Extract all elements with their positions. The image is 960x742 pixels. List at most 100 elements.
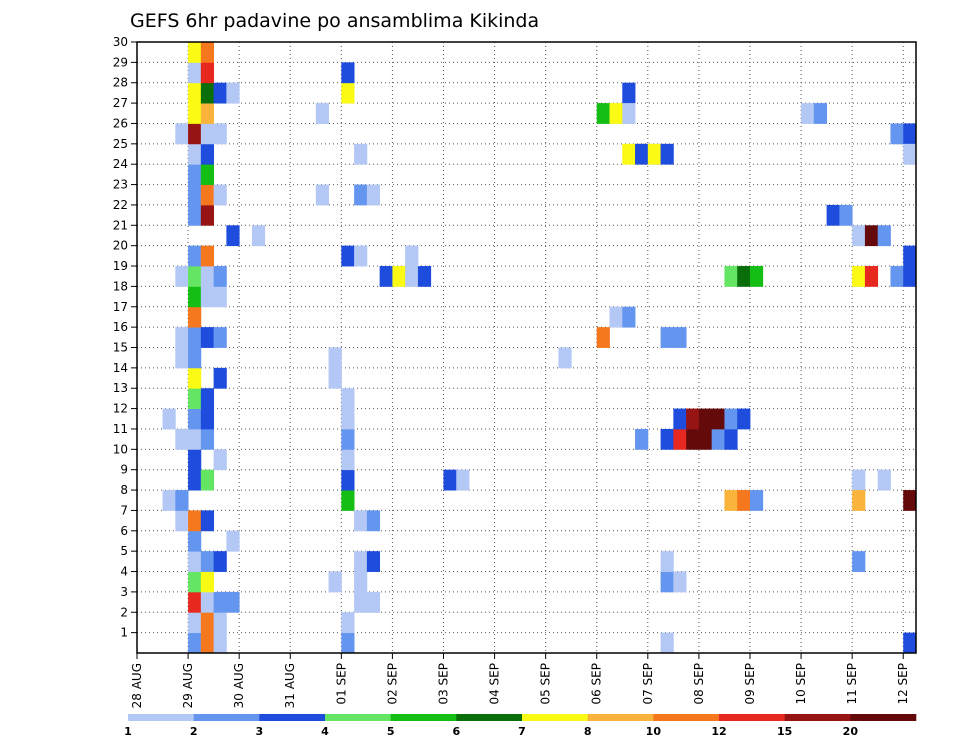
precip-cell: [405, 266, 419, 287]
precip-cell: [188, 571, 202, 593]
colorbar-segment: [390, 714, 457, 721]
precip-cell: [188, 143, 202, 165]
precip-cell: [379, 266, 393, 287]
precip-cell: [686, 408, 700, 430]
precip-cell: [558, 347, 572, 369]
precip-cell: [711, 408, 725, 430]
precip-cell: [213, 286, 227, 308]
y-tick-label: 26: [113, 116, 128, 130]
precip-cell: [839, 204, 853, 226]
precip-cell: [609, 306, 623, 328]
precip-cell: [366, 510, 381, 532]
precip-cell: [188, 612, 202, 634]
precip-cell: [328, 347, 342, 369]
precip-cell: [341, 388, 355, 409]
precip-cell: [175, 428, 189, 450]
precip-cell: [341, 449, 355, 471]
precip-cell: [635, 428, 649, 450]
precip-cell: [175, 123, 189, 145]
colorbar-segment: [850, 714, 917, 721]
chart-title: GEFS 6hr padavine po ansamblima Kikinda: [130, 10, 539, 32]
y-tick-label: 29: [113, 55, 128, 69]
precip-cell: [175, 347, 189, 369]
precip-cell: [188, 327, 202, 348]
precip-cell: [188, 530, 202, 552]
x-tick-label: 03 SEP: [436, 663, 450, 705]
colorbar-segment: [719, 714, 785, 721]
precip-cell: [877, 225, 891, 247]
precip-cell: [686, 428, 700, 450]
precip-cell: [200, 184, 215, 206]
precip-cell: [328, 571, 342, 593]
colorbar-label: 7: [518, 725, 526, 738]
precip-cell: [737, 266, 751, 287]
precip-cell: [366, 591, 381, 613]
precip-cell: [200, 143, 215, 165]
precip-cell: [660, 327, 674, 348]
precip-cell: [622, 103, 636, 124]
precip-cell: [200, 123, 215, 145]
precip-cell: [609, 103, 623, 124]
precip-cell: [213, 551, 227, 572]
precip-cell: [341, 632, 355, 654]
precip-cell: [200, 164, 215, 185]
precip-cell: [175, 327, 189, 348]
precip-cell: [188, 184, 202, 206]
y-tick-label: 20: [113, 239, 128, 253]
y-tick-label: 15: [113, 341, 128, 355]
precip-cell: [200, 510, 215, 532]
precip-cell: [877, 469, 891, 491]
x-tick-label: 07 SEP: [641, 663, 655, 705]
precip-cell: [417, 266, 432, 287]
precip-cell: [354, 591, 368, 613]
y-tick-label: 23: [113, 178, 128, 192]
precip-cell: [175, 266, 189, 287]
precip-cell: [673, 571, 687, 593]
precip-cell: [188, 428, 202, 450]
precip-cell: [852, 266, 866, 287]
precip-cell: [213, 632, 227, 654]
precip-cell: [200, 428, 215, 450]
precip-cell: [622, 143, 636, 165]
precip-cell: [341, 408, 355, 430]
y-tick-label: 2: [120, 605, 128, 619]
precip-cell: [903, 123, 917, 145]
precip-cell: [852, 551, 866, 572]
precip-cell: [698, 408, 713, 430]
y-tick-label: 12: [113, 402, 128, 416]
precip-cell: [724, 408, 738, 430]
x-tick-label: 08 SEP: [692, 663, 706, 705]
precip-cell: [864, 266, 879, 287]
precip-cell: [328, 367, 342, 389]
x-axis-ticks: 28 AUG 29 AUG 30 AUG 31 AUG 01 SEP 02 SEP 03 S…: [130, 653, 910, 708]
precip-cell: [213, 612, 227, 634]
precip-cell: [188, 469, 202, 491]
precip-cell: [188, 388, 202, 409]
precip-cell: [864, 225, 879, 247]
colorbar-label: 2: [190, 725, 198, 738]
y-tick-label: 17: [113, 300, 128, 314]
x-tick-label: 09 SEP: [743, 663, 757, 705]
precip-cell: [660, 632, 674, 654]
x-tick-label: 01 SEP: [334, 663, 348, 705]
precip-cell: [724, 428, 738, 450]
precip-cell: [852, 225, 866, 247]
y-tick-label: 25: [113, 137, 128, 151]
precip-cell: [596, 103, 610, 124]
precip-cell: [175, 490, 189, 511]
precip-cell: [200, 42, 215, 63]
precip-cell: [890, 123, 904, 145]
precip-cell: [813, 103, 828, 124]
x-tick-label: 30 AUG: [232, 663, 246, 708]
precip-cell: [226, 530, 240, 552]
y-tick-label: 10: [113, 442, 128, 456]
colorbar-label: 3: [256, 725, 264, 738]
precip-cell: [903, 143, 917, 165]
precip-cell: [673, 327, 687, 348]
precip-cell: [188, 82, 202, 104]
precip-cell: [366, 551, 381, 572]
precip-cell: [200, 469, 215, 491]
precip-cell: [801, 103, 815, 124]
y-tick-label: 1: [120, 626, 128, 640]
precip-cell: [200, 204, 215, 226]
